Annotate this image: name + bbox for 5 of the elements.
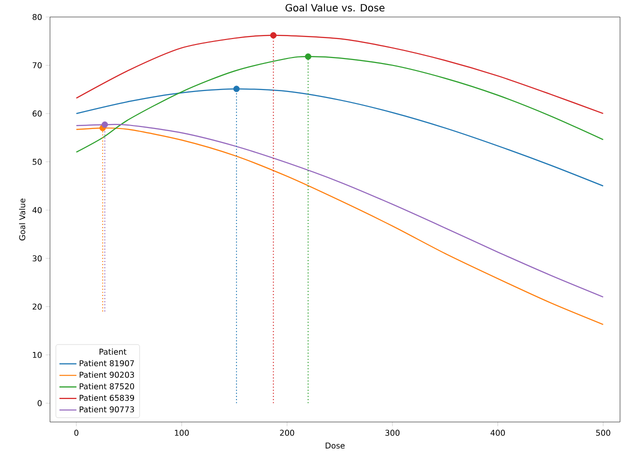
point (304, 53, 312, 60)
point (270, 32, 277, 39)
point (233, 86, 240, 92)
chart-title: Goal Value vs. Dose (286, 4, 384, 12)
point (102, 121, 108, 128)
